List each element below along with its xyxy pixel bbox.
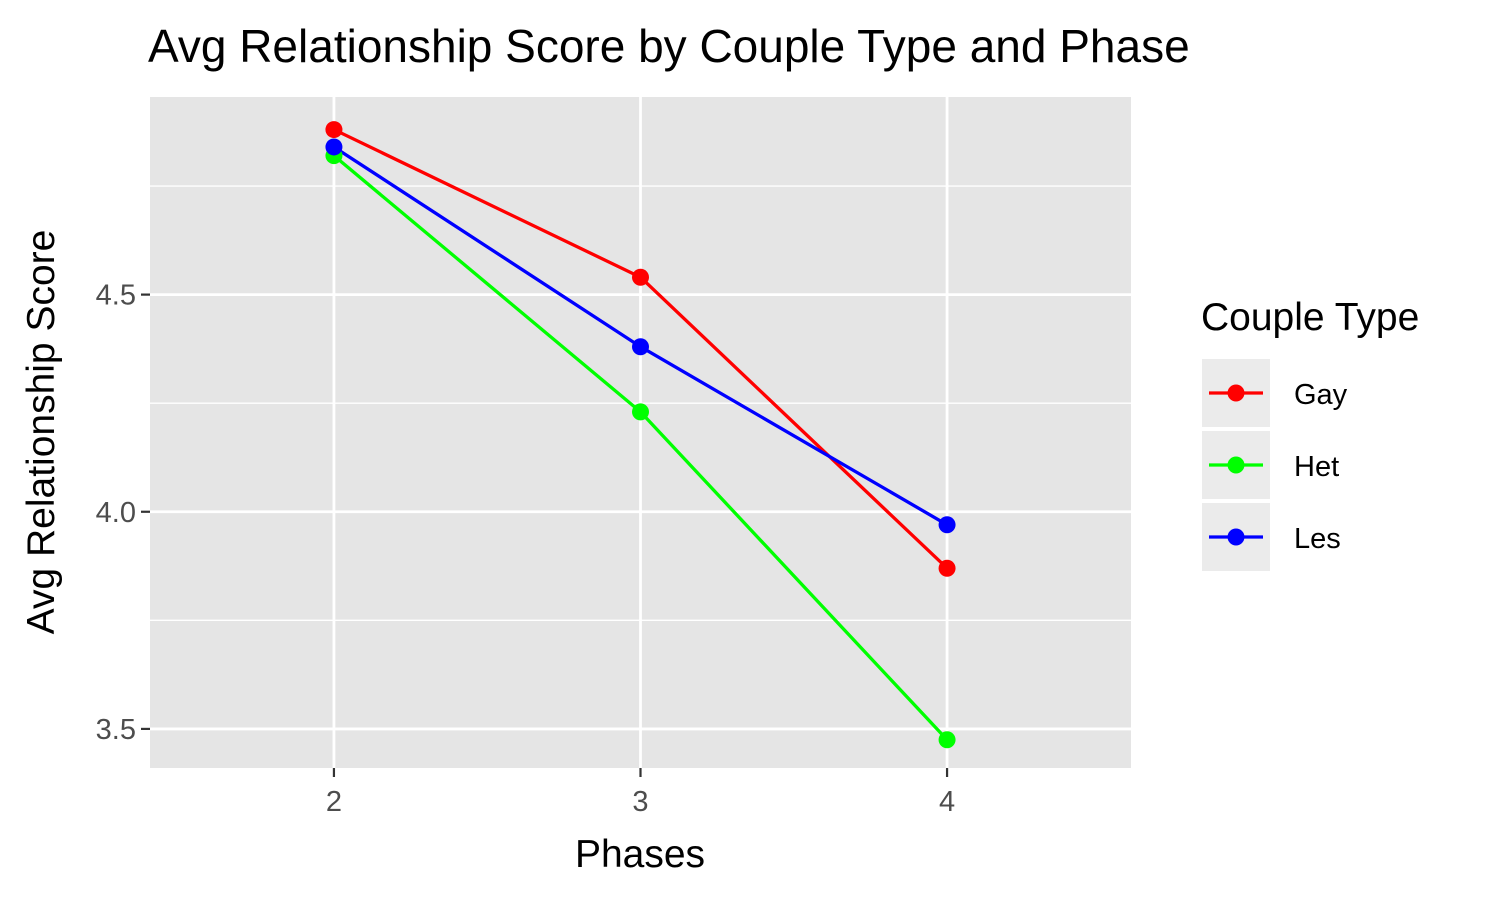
major-gridlines [150, 97, 1131, 768]
y-tick-label: 4.0 [96, 497, 136, 529]
legend-key-point [1227, 528, 1245, 546]
x-axis-title: Phases [575, 833, 705, 876]
y-tick-label: 3.5 [96, 714, 136, 746]
data-point-gay [938, 559, 956, 577]
legend-title: Couple Type [1201, 296, 1419, 339]
data-point-les [938, 516, 956, 534]
x-tick-label: 3 [632, 786, 648, 818]
legend-item-het: Het [1202, 431, 1339, 499]
data-point-les [632, 338, 649, 356]
data-point-les [325, 138, 343, 156]
data-point-gay [632, 268, 649, 286]
series-layer [325, 121, 956, 749]
x-tick-label: 2 [326, 786, 342, 818]
legend: Couple Type Gay Het Les [1201, 296, 1419, 571]
legend-label-les: Les [1294, 523, 1341, 555]
legend-key-point [1227, 456, 1245, 474]
data-point-het [938, 731, 956, 749]
axis-ticks: 3.5 4.0 4.5 2 3 4 [96, 280, 955, 818]
legend-item-les: Les [1202, 503, 1341, 571]
data-point-het [632, 403, 649, 421]
legend-key-point [1227, 384, 1245, 402]
chart-title: Avg Relationship Score by Couple Type an… [148, 20, 1190, 72]
legend-item-gay: Gay [1202, 359, 1348, 427]
legend-label-gay: Gay [1294, 379, 1348, 411]
x-tick-label: 4 [939, 786, 955, 818]
legend-items: Gay Het Les [1202, 359, 1348, 571]
data-point-gay [325, 121, 343, 139]
y-axis-title: Avg Relationship Score [20, 230, 63, 635]
legend-label-het: Het [1294, 451, 1339, 483]
y-tick-label: 4.5 [96, 280, 136, 312]
